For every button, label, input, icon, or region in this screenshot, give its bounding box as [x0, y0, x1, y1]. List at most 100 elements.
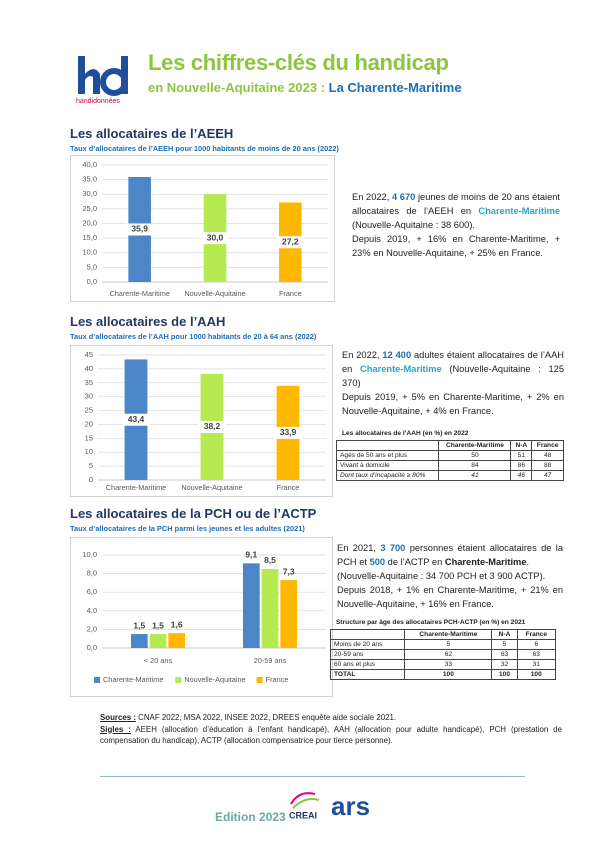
y-tick-label: 0,0	[87, 277, 97, 286]
legend-swatch	[175, 677, 182, 683]
text-run: de l’ACTP en	[385, 557, 445, 567]
table-cell: 48	[531, 450, 564, 461]
x-tick-label: France	[279, 289, 302, 298]
partner-logo: CREAI	[289, 810, 317, 820]
column-header: Charente-Maritime	[404, 629, 493, 640]
table: Charente-Maritime N-A France Moins de 20 an…	[329, 629, 557, 680]
table-cell: 62	[404, 649, 493, 660]
table-cell: 100	[516, 669, 557, 680]
table-cell: 100	[404, 669, 493, 680]
key-figure: 4 670	[391, 192, 416, 202]
header-row: Charente-Maritime N-A France	[329, 629, 557, 640]
sources: Sources : CNAF 2022, MSA 2022, INSEE 202…	[100, 712, 562, 724]
text-line: (Nouvelle-Aquitaine : 34 700 PCH et 3 90…	[337, 569, 563, 583]
notes-text: CNAF 2022, MSA 2022, INSEE 2022, DREES e…	[135, 713, 397, 722]
logo-shape	[85, 69, 100, 94]
table-row: Moins de 20 ans 5 5 6	[329, 639, 557, 650]
column-header: France	[531, 440, 564, 451]
territory: Charente-Maritime	[444, 557, 527, 567]
value-label: 27,2	[282, 236, 299, 246]
table-cell: 51	[510, 450, 533, 461]
section-title: Les allocataires de la PCH ou de l’ACTP	[70, 506, 317, 521]
text-run: Depuis 2018, + 1% en Charente-Maritime, …	[337, 585, 563, 609]
paragraph: En 2022, 12 400 adultes étaient allocata…	[342, 348, 564, 418]
text-run: jeunes de moins de 20 ans étaient alloca…	[352, 192, 561, 216]
x-tick-label: France	[277, 483, 300, 492]
chart-frame	[70, 537, 333, 697]
table-cell: 88	[531, 460, 564, 471]
row-label: Dont taux d’incapacité ≥ 80%	[335, 470, 440, 481]
logo-shape	[292, 798, 320, 809]
subtitle-text: en Nouvelle-Aquitaine 2023 :	[148, 80, 325, 95]
corner-cell	[335, 440, 440, 451]
key-figure: 500	[369, 557, 386, 567]
table-cell: 31	[516, 659, 557, 670]
notes-label: Sigles :	[100, 724, 131, 734]
page-title: Les chiffres-clés du handicap	[148, 50, 449, 75]
y-tick-label: 25	[85, 406, 93, 415]
chart-frame	[70, 155, 335, 302]
table-cell: 84	[438, 460, 512, 471]
text-line: Depuis 2019, + 5% en Charente-Maritime, …	[342, 390, 564, 418]
y-tick-label: 15	[85, 433, 93, 442]
x-tick-label: 20-59 ans	[254, 656, 287, 665]
x-tick-label: Charente-Maritime	[109, 289, 169, 298]
table-cell: 6	[516, 639, 557, 650]
label-box	[201, 232, 229, 245]
legend-label: Charente-Maritime	[103, 675, 163, 684]
row-label: 20-59 ans	[329, 649, 406, 660]
text-line: Depuis 2019, + 16% en Charente-Maritime,…	[352, 232, 560, 260]
y-tick-label: 4,0	[87, 606, 97, 615]
paragraph: En 2021, 3 700 personnes étaient allocat…	[337, 541, 563, 611]
value-label: 7,3	[283, 566, 295, 576]
y-tick-label: 40	[85, 364, 93, 373]
y-tick-label: 35,0	[82, 175, 97, 184]
column-header: N-A	[510, 440, 533, 451]
y-tick-label: 40,0	[82, 160, 97, 169]
label-box	[198, 420, 226, 433]
key-figure: 3 700	[380, 543, 406, 553]
table-cell: 5	[491, 639, 518, 650]
value-label: 35,9	[131, 224, 148, 234]
logo-shape	[121, 56, 128, 94]
y-tick-label: 0,0	[87, 643, 97, 652]
y-tick-label: 20	[85, 419, 93, 428]
header-row: Charente-Maritime N-A France	[335, 440, 564, 451]
text-run: En 2022,	[352, 192, 392, 202]
x-tick-label: Nouvelle-Aquitaine	[184, 289, 245, 298]
chart-subtitle: Taux d’allocataires de la PCH parmi les …	[70, 524, 305, 533]
bar	[168, 633, 185, 648]
paragraph: En 2022, 4 670 jeunes de moins de 20 ans…	[352, 190, 560, 260]
chart: 0 5 10 15 20 25 30 35 40 45 Charente-Maritime Nouve…	[70, 345, 333, 497]
value-label: 8,5	[264, 555, 276, 565]
table-title: Structure par âge des allocataires PCH-A…	[336, 619, 526, 626]
territory: Charente-Maritime	[478, 206, 560, 216]
row-label: Agés de 50 ans et plus	[335, 450, 440, 461]
row-label: TOTAL	[329, 669, 406, 680]
y-tick-label: 20,0	[82, 218, 97, 227]
y-tick-label: 35	[85, 378, 93, 387]
value-label: 1,5	[152, 620, 164, 630]
y-tick-label: 10	[85, 447, 93, 456]
chart-frame	[70, 345, 333, 497]
value-label: 1,5	[133, 620, 145, 630]
section-title: Les allocataires de l’AEEH	[70, 126, 234, 141]
y-tick-label: 8,0	[87, 569, 97, 578]
territory: Charente-Maritime	[360, 364, 442, 374]
text-run: En 2021,	[337, 543, 381, 553]
bar	[261, 568, 279, 648]
table-cell: 5	[404, 639, 493, 650]
page-subtitle: en Nouvelle-Aquitaine 2023 : La Charente…	[148, 80, 462, 95]
y-tick-label: 10,0	[82, 248, 97, 257]
text-line: En 2022, 4 670 jeunes de moins de 20 ans…	[352, 190, 560, 232]
legend-swatch	[256, 677, 263, 683]
y-tick-label: 2,0	[87, 624, 97, 633]
table: Charente-Maritime N-A France Agés de 50 ans…	[335, 440, 564, 481]
table-cell: 46	[510, 470, 533, 481]
label-box	[274, 426, 302, 439]
y-tick-label: 25,0	[82, 204, 97, 213]
text-run: (Nouvelle-Aquitaine : 125 370)	[342, 364, 564, 388]
y-tick-label: 0	[89, 475, 93, 484]
text-run: (Nouvelle-Aquitaine : 34 700 PCH et 3 90…	[337, 571, 546, 581]
